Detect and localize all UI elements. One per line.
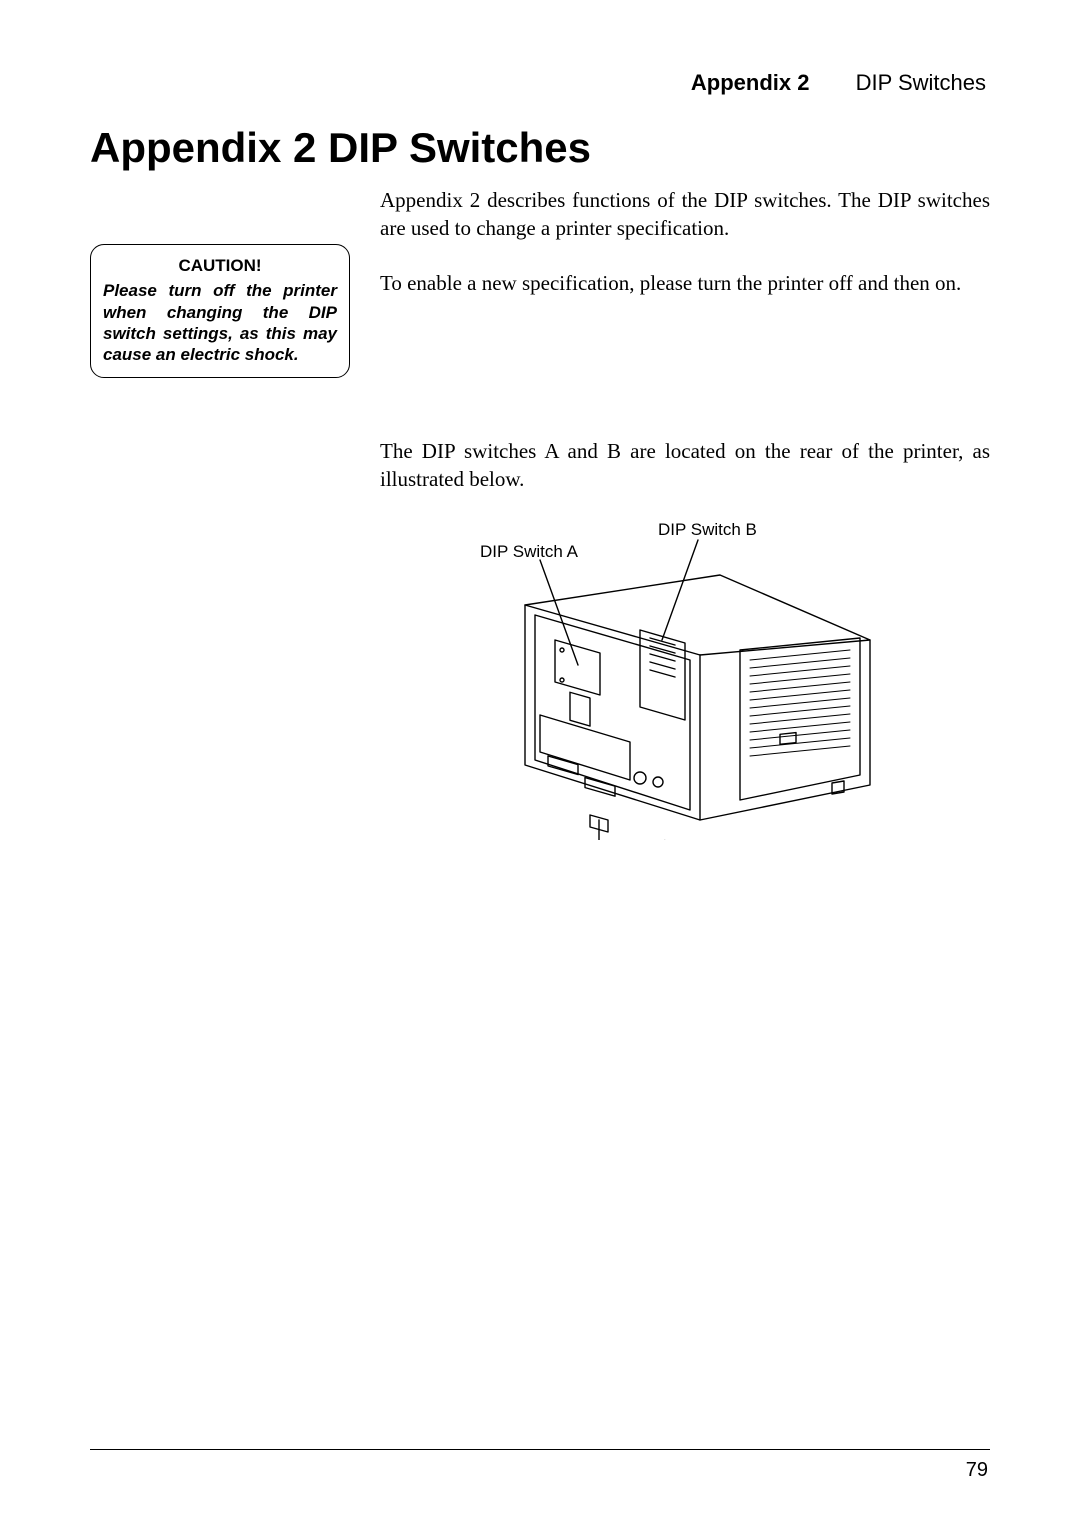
location-paragraph: The DIP switches A and B are located on … (380, 437, 990, 494)
running-header: Appendix 2 DIP Switches (90, 70, 990, 96)
caution-body: Please turn off the printer when changin… (103, 280, 337, 365)
header-section: Appendix 2 (691, 70, 810, 95)
dip-switch-b-label: DIP Switch B (658, 520, 757, 540)
page-title: Appendix 2 DIP Switches (90, 124, 990, 172)
header-title: DIP Switches (856, 70, 986, 95)
content-row: CAUTION! Please turn off the printer whe… (90, 186, 990, 840)
dip-switch-a-label: DIP Switch A (480, 542, 578, 562)
footer-rule (90, 1449, 990, 1450)
page: Appendix 2 DIP Switches Appendix 2 DIP S… (0, 0, 1080, 1528)
printer-figure: DIP Switch A DIP Switch B (440, 520, 920, 840)
left-column: CAUTION! Please turn off the printer whe… (90, 186, 350, 378)
intro-paragraph: Appendix 2 describes functions of the DI… (380, 186, 990, 243)
printer-rear-diagram (440, 520, 920, 840)
page-number: 79 (966, 1459, 988, 1482)
enable-paragraph: To enable a new specification, please tu… (380, 269, 990, 297)
caution-title: CAUTION! (103, 255, 337, 276)
right-column: Appendix 2 describes functions of the DI… (380, 186, 990, 840)
caution-box: CAUTION! Please turn off the printer whe… (90, 244, 350, 378)
